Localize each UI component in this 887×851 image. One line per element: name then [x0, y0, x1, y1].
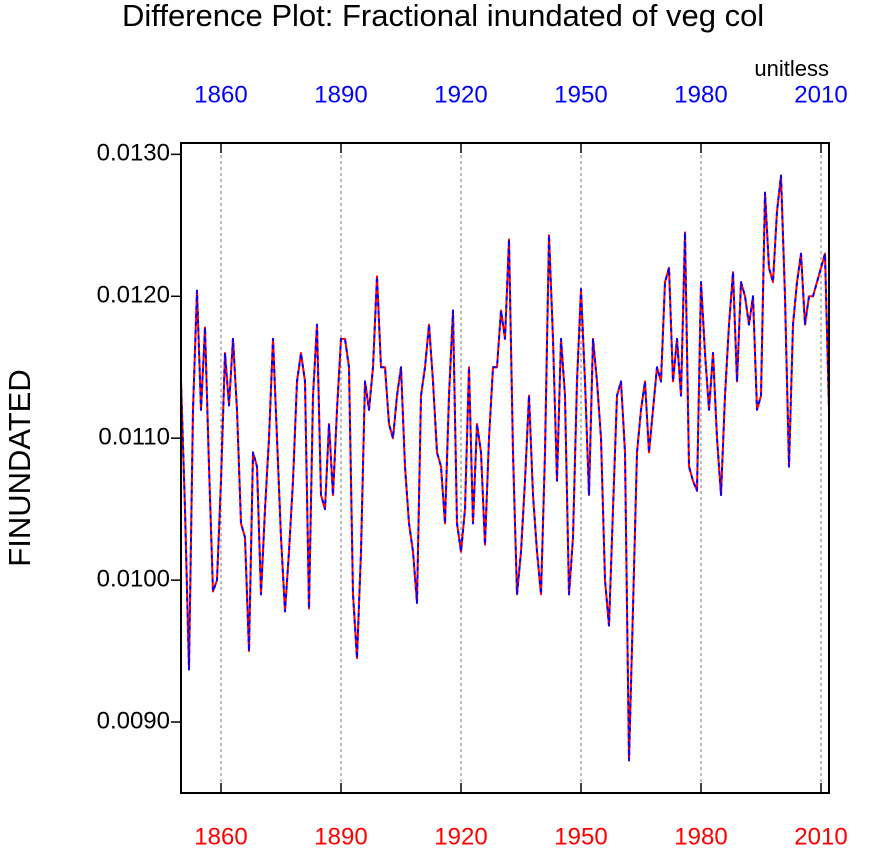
x-tick-label: 1950 [554, 823, 607, 850]
series-line [180, 174, 830, 762]
x-tick-label: 1860 [194, 823, 247, 850]
x-tick-label: 2010 [794, 823, 847, 850]
units-label: unitless [754, 56, 829, 81]
y-tick-label: 0.0090 [97, 707, 170, 734]
x-top-tick-label: 2010 [794, 81, 847, 108]
x-top-tick-label: 1860 [194, 81, 247, 108]
plot-frame [180, 142, 830, 794]
y-tick-label: 0.0130 [97, 140, 170, 167]
x-top-tick-label: 1950 [554, 81, 607, 108]
x-tick-label: 1890 [314, 823, 367, 850]
y-tick-label: 0.0100 [97, 565, 170, 592]
x-tick-label: 1980 [674, 823, 727, 850]
x-top-tick-label: 1890 [314, 81, 367, 108]
chart-title: Difference Plot: Fractional inundated of… [122, 0, 764, 33]
y-tick-label: 0.0110 [98, 424, 170, 451]
x-top-tick-label: 1980 [674, 81, 727, 108]
x-tick-label: 1920 [434, 823, 487, 850]
x-top-tick-label: 1920 [434, 81, 487, 108]
y-axis-label: FINUNDATED [2, 369, 37, 566]
y-tick-label: 0.0120 [97, 282, 170, 309]
